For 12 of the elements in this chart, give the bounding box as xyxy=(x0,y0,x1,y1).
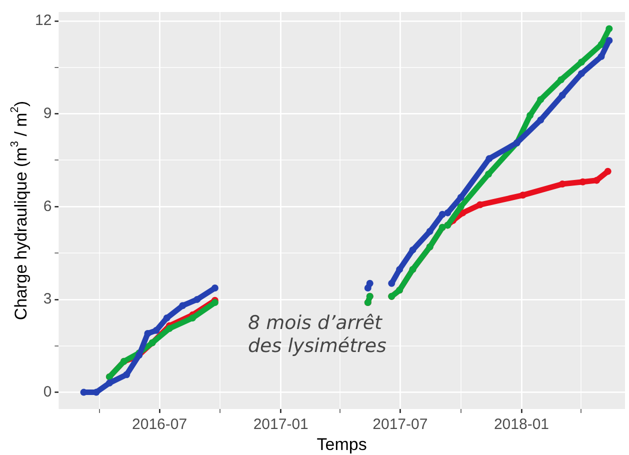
x-tick-label: 2018-01 xyxy=(494,416,550,434)
y-tick-label: 3 xyxy=(43,290,52,308)
x-tick-label: 2017-07 xyxy=(372,416,428,434)
x-tick-label: 2016-07 xyxy=(132,416,188,434)
x-tick-label: 2017-01 xyxy=(253,416,308,434)
annotation: 8 mois d’arrêt des lysimétres xyxy=(248,312,387,357)
y-axis-title: Charge hydraulique (m3 / m2) xyxy=(9,100,31,320)
x-axis-title: Temps xyxy=(316,435,367,454)
y-tick-label: 0 xyxy=(43,383,52,400)
y-tick-label: 9 xyxy=(43,104,52,122)
y-tick-label: 12 xyxy=(34,12,52,30)
y-tick-label: 6 xyxy=(43,198,52,215)
